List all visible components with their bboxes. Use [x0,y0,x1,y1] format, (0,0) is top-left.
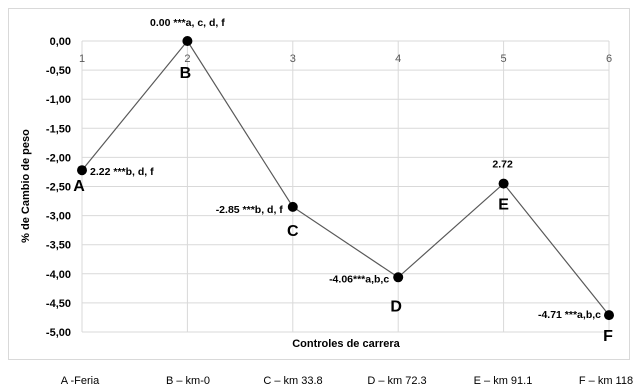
x-axis-title: Controles de carrera [292,338,400,350]
y-axis-ticks: 0,00 -0,50 -1,00 -1,50 -2,00 -2,50 -3,00 -3,50 -… [46,36,71,339]
point-letter: E [498,197,509,214]
y-tick-label: -2,50 [46,182,71,194]
control-label: E – km 91.1 [474,375,533,387]
control-label: B – km-0 [166,375,210,387]
gridlines [81,40,610,333]
data-label: 2.22 ***b, d, f [90,166,154,178]
data-point [77,165,87,176]
point-letter: D [390,298,402,315]
data-label: 2.72 [492,159,513,171]
data-point [287,201,298,212]
point-letter: F [603,328,613,345]
point-letters: A B C D E F [73,65,613,345]
control-labels: A -Feria B – km-0 C – km 33.8 D – km 72.3 E … [61,375,633,387]
y-tick-label: -4,00 [46,269,71,281]
x-axis-ticks: 1 2 3 4 5 6 [79,53,612,65]
x-tick-label: 4 [395,53,401,65]
control-label: A -Feria [61,375,100,387]
y-tick-label: -0,50 [46,65,71,77]
x-tick-label: 3 [290,53,296,65]
point-letter: C [287,223,299,240]
chart-frame [8,8,630,360]
data-label: -4.71 ***a,b,c [538,309,601,321]
data-point [393,272,404,283]
y-tick-label: -3,50 [46,240,71,252]
data-point [498,178,509,189]
data-label: -2.85 ***b, d, f [216,204,284,216]
y-tick-label: -1,50 [46,123,71,135]
x-tick-label: 1 [79,53,85,65]
y-tick-label: 0,00 [50,36,71,48]
y-tick-label: -4,50 [46,298,71,310]
x-tick-label: 2 [184,53,190,65]
point-letter: A [73,178,85,195]
series-line [81,39,610,316]
control-label: C – km 33.8 [263,375,322,387]
data-label: 0.00 ***a, c, d, f [150,17,225,29]
y-tick-label: -3,00 [46,211,71,223]
y-tick-label: -2,00 [46,152,71,164]
control-label: F – km 118 [579,375,633,387]
data-labels: 2.22 ***b, d, f 0.00 ***a, c, d, f -2.85 *… [90,17,601,321]
x-tick-label: 6 [606,53,612,65]
control-label: D – km 72.3 [367,375,426,387]
y-axis-title: % de Cambio de peso [20,129,32,243]
y-tick-label: -1,00 [46,94,71,106]
point-letter: B [180,65,192,82]
x-tick-label: 5 [501,53,507,65]
data-point [182,36,193,46]
y-tick-label: -5,00 [46,327,71,339]
data-points [77,36,614,321]
data-point [604,310,614,321]
data-label: -4.06***a,b,c [329,273,389,285]
